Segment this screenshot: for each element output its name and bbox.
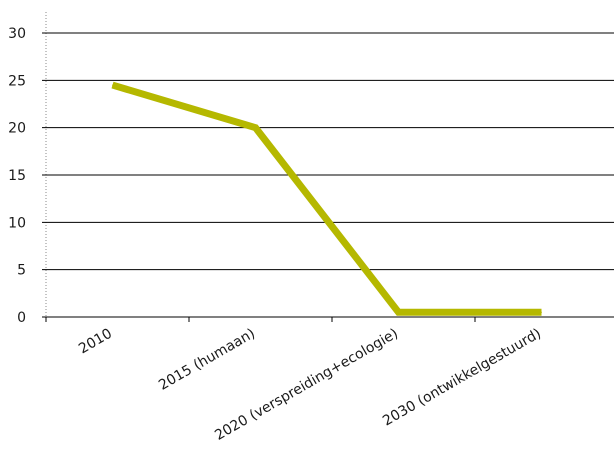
y-axis-ticks: 0 5 10 15 20 25 30: [8, 26, 26, 326]
x-tick-label: 2030 (ontwikkelgestuurd): [380, 326, 544, 430]
y-tick-label-10: 10: [8, 215, 26, 231]
data-point: [112, 84, 113, 86]
y-tick-label-25: 25: [8, 73, 26, 89]
series-line-0: [111, 81, 542, 316]
y-tick-label-15: 15: [8, 168, 26, 184]
gridlines: [42, 12, 614, 318]
data-point: [541, 311, 542, 313]
data-point: [255, 127, 256, 129]
x-tick-label: 2015 (humaan): [156, 326, 258, 394]
y-tick-label-30: 30: [8, 26, 26, 42]
data-point: [398, 311, 399, 313]
x-axis-ticks: 2010 2015 (humaan)2020 (verspreiding+ecol…: [45, 317, 544, 444]
y-tick-label-20: 20: [8, 121, 26, 137]
y-tick-label-0: 0: [17, 310, 26, 326]
y-tick-label-5: 5: [17, 263, 26, 279]
series-group: [111, 81, 542, 316]
x-tick-label: 2010: [76, 326, 115, 358]
